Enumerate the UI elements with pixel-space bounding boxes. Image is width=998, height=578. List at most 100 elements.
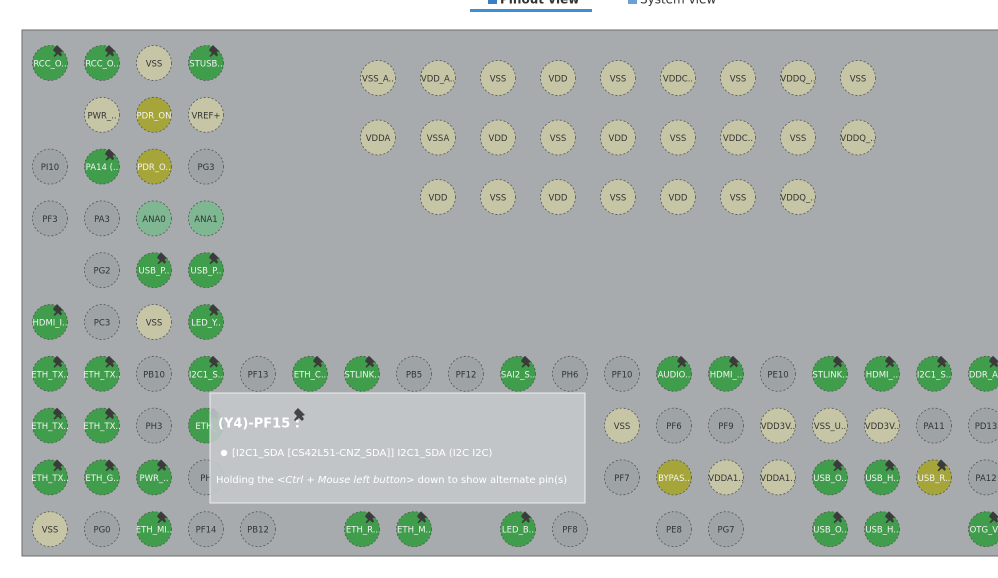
pin[interactable]: VDDA: [361, 120, 396, 155]
pin[interactable]: PE8: [657, 512, 692, 547]
pin[interactable]: ETH_C..: [293, 356, 328, 392]
pin[interactable]: VDDQ_..: [780, 180, 815, 215]
pin[interactable]: USB_R..: [917, 459, 952, 495]
pin[interactable]: VDDQ_..: [780, 61, 815, 96]
pin[interactable]: VSSA: [421, 120, 456, 155]
pin[interactable]: AUDIO..: [657, 356, 692, 392]
tab[interactable]: System view: [628, 0, 716, 7]
pin[interactable]: VSS: [721, 61, 756, 96]
pin[interactable]: PF6: [657, 408, 692, 443]
pin[interactable]: PG3: [189, 149, 224, 184]
pin[interactable]: PF3: [33, 201, 68, 236]
pin[interactable]: VDDC..: [661, 61, 696, 96]
pin[interactable]: RCC_O..: [85, 45, 120, 81]
pin[interactable]: USB_O..: [813, 511, 848, 547]
pin[interactable]: HDMI_..: [709, 356, 744, 392]
pin[interactable]: BYPAS..: [657, 460, 692, 495]
pin[interactable]: VSS: [137, 46, 172, 81]
pin[interactable]: VDDA1..: [760, 460, 795, 495]
pin[interactable]: PA14 (..: [85, 149, 120, 185]
pin[interactable]: VDD3V..: [761, 408, 796, 443]
pin-label: PF8: [562, 526, 577, 536]
pin[interactable]: STLINK..: [344, 356, 379, 392]
pin[interactable]: PWR_..: [137, 459, 172, 495]
pin[interactable]: VSS: [601, 180, 636, 215]
pin[interactable]: VREF+: [189, 97, 224, 132]
pin[interactable]: USB_P..: [137, 252, 172, 288]
pin[interactable]: VDD: [541, 180, 576, 215]
pin[interactable]: VDD3V..: [865, 408, 900, 443]
pin-label: ETH_R..: [346, 526, 378, 536]
pin[interactable]: PF8: [553, 512, 588, 547]
pin[interactable]: LED_B..: [501, 511, 536, 547]
pin[interactable]: ETH_G..: [85, 459, 120, 495]
pin[interactable]: PB10: [137, 356, 172, 391]
pin[interactable]: RCC_O..: [33, 45, 68, 81]
pin[interactable]: VSS: [137, 305, 172, 340]
pin[interactable]: PF12: [449, 356, 484, 391]
pin[interactable]: PB12: [241, 512, 276, 547]
pin[interactable]: PF7: [605, 460, 640, 495]
pin[interactable]: PG2: [85, 253, 120, 288]
pin[interactable]: VSS: [481, 61, 516, 96]
pin[interactable]: PC3: [85, 305, 120, 340]
pin[interactable]: VSS: [781, 120, 816, 155]
pin[interactable]: PWR_..: [85, 97, 120, 132]
pin[interactable]: PH3: [137, 408, 172, 443]
pin-label: LED_B..: [502, 526, 534, 536]
pin[interactable]: PF13: [241, 356, 276, 391]
pin[interactable]: VDDC..: [721, 120, 756, 155]
pin[interactable]: PB5: [397, 356, 432, 391]
pin[interactable]: VSS: [605, 408, 640, 443]
pin[interactable]: PDR_ON: [137, 97, 172, 132]
pin[interactable]: VDD_A..: [421, 61, 456, 96]
pin[interactable]: PDR_O..: [137, 149, 172, 184]
pin[interactable]: SAI2_S..: [501, 356, 536, 392]
pin[interactable]: PF10: [605, 356, 640, 391]
pin[interactable]: VSS: [841, 61, 876, 96]
pin[interactable]: PG0: [85, 512, 120, 547]
pin[interactable]: VSS: [601, 61, 636, 96]
pin[interactable]: I2C1_S..: [917, 356, 952, 392]
pin[interactable]: VDD: [601, 120, 636, 155]
pin[interactable]: PA3: [85, 201, 120, 236]
pin[interactable]: USB_H..: [865, 459, 900, 495]
pin[interactable]: USB_O..: [813, 459, 848, 495]
pin-label: SAI2_S..: [501, 370, 535, 380]
pin[interactable]: VDDQ_..: [840, 120, 875, 155]
pin[interactable]: HDMI_..: [865, 356, 900, 392]
pin[interactable]: VSS_A..: [361, 61, 396, 96]
pin[interactable]: PH6: [553, 356, 588, 391]
pin[interactable]: PF14: [189, 512, 224, 547]
pin[interactable]: PA11: [917, 408, 952, 443]
pin[interactable]: ANA1: [189, 201, 224, 236]
pin[interactable]: PE10: [761, 356, 796, 391]
pin[interactable]: VDD: [421, 180, 456, 215]
pin[interactable]: LED_Y..: [189, 304, 224, 340]
pin[interactable]: ETH_R..: [345, 511, 380, 547]
pin[interactable]: USB_H..: [865, 511, 900, 547]
pin[interactable]: VSS: [541, 120, 576, 155]
pin[interactable]: VSS: [481, 180, 516, 215]
pin[interactable]: VSS: [721, 180, 756, 215]
pin[interactable]: STUSB..: [189, 45, 224, 81]
pin[interactable]: VDD: [661, 180, 696, 215]
pin[interactable]: I2C1_S..: [189, 356, 224, 392]
pin[interactable]: ETH_M..: [397, 511, 432, 547]
pin[interactable]: ANA0: [137, 201, 172, 236]
pin[interactable]: VDDA1..: [708, 460, 743, 495]
pin[interactable]: VSS: [661, 120, 696, 155]
pin-label: VSS_U..: [814, 422, 846, 432]
pin[interactable]: PF9: [709, 408, 744, 443]
pin[interactable]: STLINK..: [812, 356, 847, 392]
pin[interactable]: VDD: [481, 120, 516, 155]
pin[interactable]: PI10: [33, 149, 68, 184]
pin[interactable]: PG7: [709, 512, 744, 547]
pin-label: VSS: [730, 194, 747, 204]
pin[interactable]: VDD: [541, 61, 576, 96]
pin-label: VSSA: [427, 134, 450, 144]
pin[interactable]: USB_P..: [189, 252, 224, 288]
pin[interactable]: VSS: [33, 512, 68, 547]
pin[interactable]: VSS_U..: [813, 408, 848, 443]
pin[interactable]: HDMI_I..: [33, 304, 68, 340]
